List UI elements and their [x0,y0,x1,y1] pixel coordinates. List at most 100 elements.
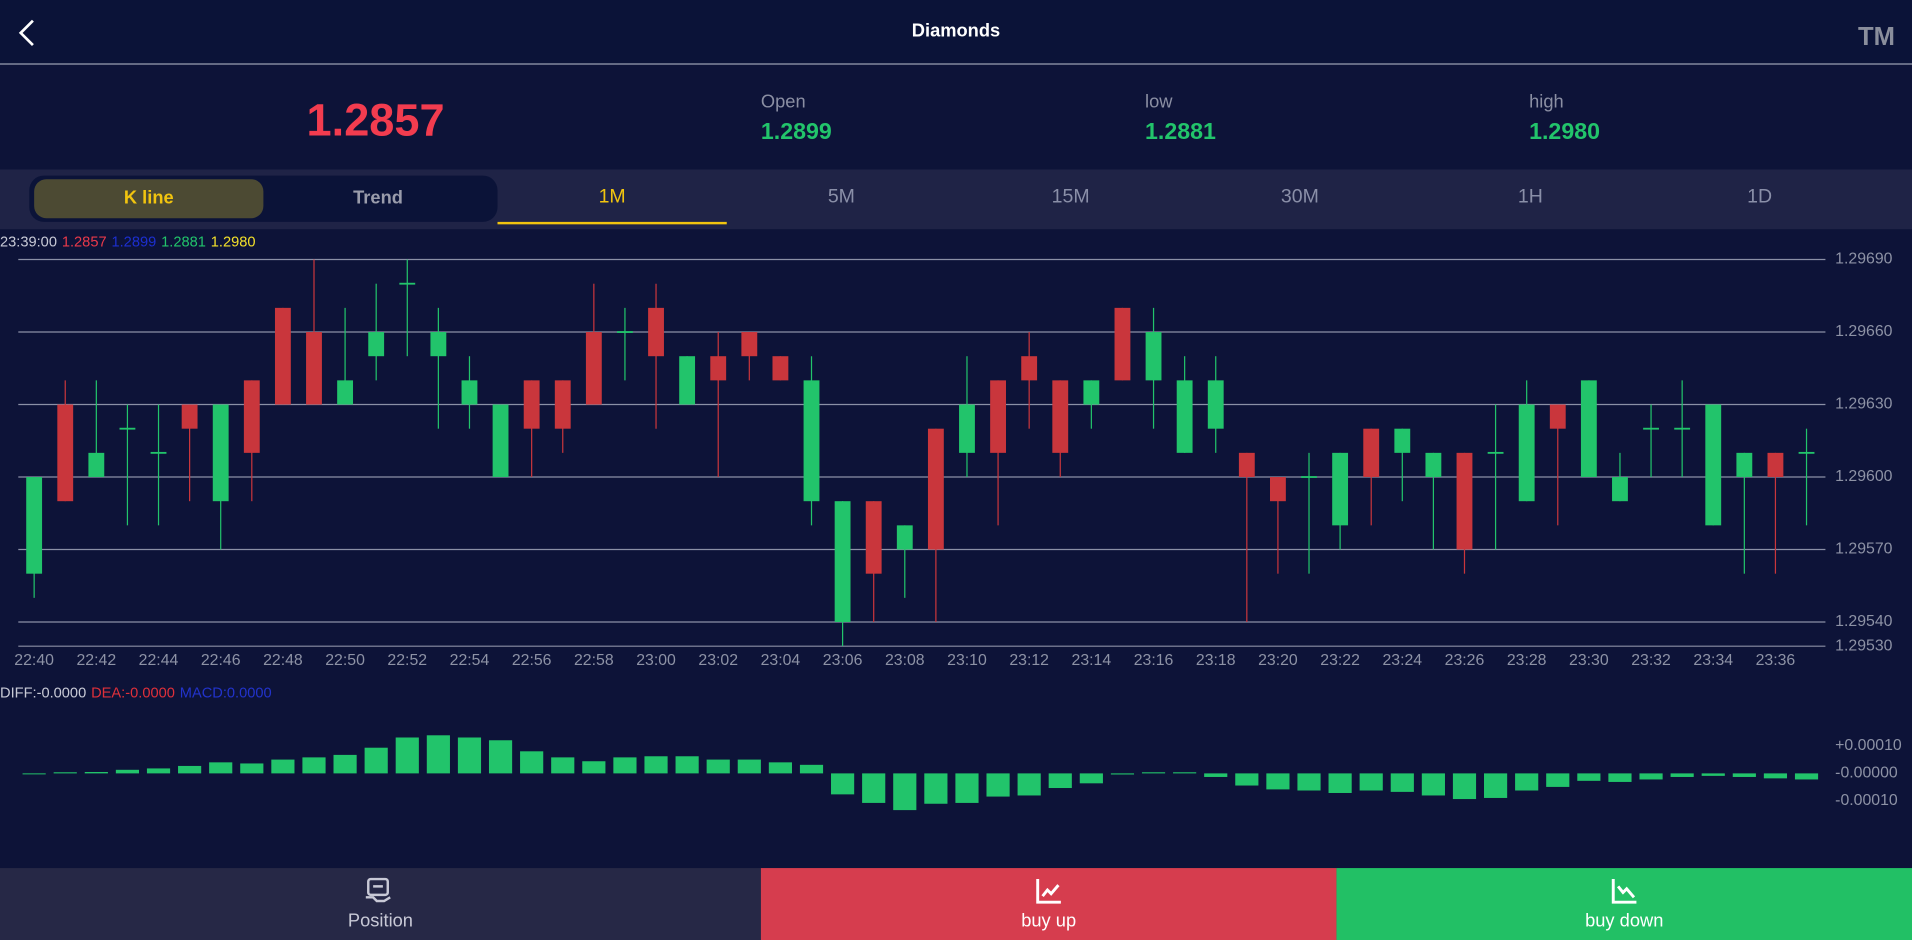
legend-value: 1.2881 [161,232,206,250]
y-tick-label: 1.29690 [1835,251,1892,268]
high-value: 1.2980 [1529,119,1600,146]
candle-body [1145,332,1162,381]
candle-body [990,380,1006,453]
macd-bar [1794,773,1819,780]
candle-body [617,331,633,333]
x-tick-label: 23:32 [1631,652,1671,669]
mode-tab[interactable]: Trend [353,187,403,209]
candle-body [523,380,540,429]
candle-body [88,452,105,478]
x-tick-label: 23:04 [761,652,801,669]
legend-value: DIFF:-0.0000 [0,683,87,702]
mode-tab[interactable]: K line [123,187,174,209]
candle-body [648,307,664,357]
candle-body [1363,428,1380,478]
position-button[interactable]: Position [0,868,761,940]
candle-body [1176,380,1193,453]
macd-bar [1732,773,1756,777]
macd-bar [1359,773,1383,791]
macd-bar [737,759,761,774]
macd-bar [333,754,357,774]
candle-body [1021,356,1038,381]
period-tab[interactable]: 1D [1747,186,1773,208]
x-tick-label: 22:46 [201,652,241,669]
y-tick-label: -0.00000 [1835,765,1898,782]
candle-body [306,332,322,405]
chart: 1.29690 1.29660 1.29630 1.29600 1.29570 1.295… [14,251,1902,811]
candle-body [1456,452,1473,550]
macd-bar [1110,773,1135,775]
y-tick-label: -0.00010 [1835,792,1898,809]
macd-bar [1390,773,1414,792]
candle-body [1736,452,1753,478]
candle-body [243,380,260,453]
candle-body [1549,404,1566,429]
x-tick-label: 22:56 [512,652,552,669]
buy-down-button[interactable]: buy down [1336,868,1912,940]
macd-bar [1421,773,1445,796]
candle-body [1394,428,1411,453]
x-tick-label: 23:28 [1507,652,1547,669]
x-tick-label: 23:00 [636,652,676,669]
buy-up-button[interactable]: buy up [760,868,1337,940]
macd-bar [893,773,917,811]
candle-body [461,380,478,405]
macd-bar [1173,772,1197,774]
x-tick-label: 23:02 [698,652,738,669]
x-tick-label: 23:16 [1134,652,1174,669]
candle-body [399,282,416,285]
y-tick-label: 1.29530 [1835,637,1892,654]
candle-body [1580,380,1597,478]
x-tick-label: 23:24 [1382,652,1422,669]
candle-body [554,380,571,429]
candle-body [1083,380,1100,405]
candle-body [896,525,913,550]
page-title: Diamonds [911,20,1001,42]
period-tab[interactable]: 1H [1517,186,1543,208]
macd-bar [1235,773,1259,786]
candle-body [803,380,820,502]
macd-bar [1608,773,1632,782]
y-tick-label: +0.00010 [1835,737,1902,754]
macd-bar [551,757,575,774]
x-tick-label: 23:26 [1445,652,1485,669]
macd-bar [613,757,637,774]
x-tick-label: 23:10 [947,652,987,669]
x-tick-label: 22:42 [77,652,117,669]
x-tick-label: 23:12 [1009,652,1049,669]
macd-bar [582,761,606,774]
macd-bar [53,772,77,774]
macd-bar [706,759,730,774]
candle-body [1332,452,1349,526]
y-tick-label: 1.29600 [1835,468,1892,485]
x-tick-label: 23:36 [1756,652,1796,669]
candle-body [492,404,509,478]
macd-bar [22,773,46,775]
macd-legend: DIFF:-0.0000 DEA:-0.0000 MACD:0.0000 [0,684,277,701]
candle-body [585,332,602,405]
period-tab[interactable]: 15M [1051,186,1090,208]
low-value: 1.2881 [1145,119,1216,146]
button-label: buy up [1021,910,1077,932]
period-tab[interactable]: 1M [598,186,626,208]
back-button[interactable] [12,17,44,49]
candle-body [368,332,385,357]
current-price: 1.2857 [306,95,445,146]
period-tab[interactable]: 30M [1280,186,1319,208]
x-tick-label: 22:48 [263,652,303,669]
macd-bar [1079,773,1103,784]
macd-bar [1048,773,1072,789]
candle-body [337,380,354,405]
x-tick-label: 22:50 [325,652,365,669]
period-tab[interactable]: 5M [827,186,855,208]
candle-body [741,332,758,357]
macd-bar [799,764,824,774]
macd-bar [302,757,326,774]
top-bar [0,0,1912,65]
candle-body [1767,452,1784,478]
macd-bar [364,747,388,774]
macd-bar [1141,772,1166,774]
macd-bar [426,735,450,774]
x-tick-label: 23:08 [885,652,925,669]
macd-bar [1297,773,1321,791]
